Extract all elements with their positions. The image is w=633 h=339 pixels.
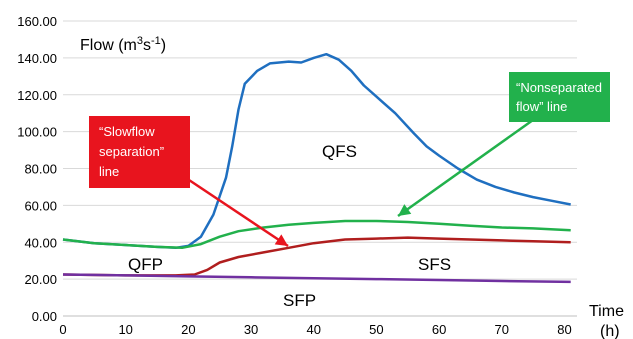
y-tick-label: 0.00 (32, 309, 57, 324)
y-tick-label: 160.00 (17, 14, 57, 29)
nonseparated-callout-box (509, 72, 610, 122)
nonseparated-arrow (397, 118, 534, 218)
x-tick-label: 30 (244, 322, 258, 337)
y-tick-label: 60.00 (24, 198, 57, 213)
slowflow-callout-line3: line (99, 164, 119, 179)
slowflow-arrowhead (274, 234, 288, 246)
nonseparated-arrowhead (398, 204, 412, 216)
x-axis-label-time: Time (589, 303, 624, 320)
x-axis-ticks: 0 10 20 30 40 50 60 70 80 (59, 322, 571, 337)
region-label-qfs: QFS (322, 142, 357, 161)
x-tick-label: 80 (557, 322, 571, 337)
slowflow-callout-line1: “Slowflow (99, 124, 155, 139)
nonseparated-callout-line2: flow” line (516, 99, 567, 114)
series-lines (62, 52, 571, 284)
y-tick-label: 80.00 (24, 162, 57, 177)
slowflow-separation-series (62, 236, 571, 277)
x-tick-label: 60 (432, 322, 446, 337)
x-tick-label: 0 (59, 322, 66, 337)
y-tick-label: 140.00 (17, 51, 57, 66)
nonseparated-series (62, 219, 571, 250)
slowflow-callout-line2: separation” (99, 144, 164, 159)
y-axis-ticks: 0.00 20.00 40.00 60.00 80.00 100.00 120.00 140.… (17, 14, 57, 324)
region-label-sfs: SFS (418, 255, 451, 274)
region-label-qfp: QFP (128, 255, 163, 274)
x-axis-label-unit: (h) (600, 323, 620, 339)
y-axis-label: Flow (m3s-1) (80, 35, 166, 54)
x-tick-label: 50 (369, 322, 383, 337)
region-label-sfp: SFP (283, 291, 316, 310)
x-tick-label: 20 (181, 322, 195, 337)
x-tick-label: 10 (118, 322, 132, 337)
nonseparated-callout-line1: “Nonseparated (516, 80, 602, 95)
slowflow-callout-box (89, 116, 190, 188)
slowflow-base-series (62, 273, 571, 284)
y-tick-label: 40.00 (24, 235, 57, 250)
x-tick-label: 70 (495, 322, 509, 337)
y-tick-label: 120.00 (17, 88, 57, 103)
y-tick-label: 20.00 (24, 272, 57, 287)
x-tick-label: 40 (306, 322, 320, 337)
quickflow-series (62, 52, 571, 250)
slowflow-arrow (185, 176, 289, 248)
y-tick-label: 100.00 (17, 125, 57, 140)
